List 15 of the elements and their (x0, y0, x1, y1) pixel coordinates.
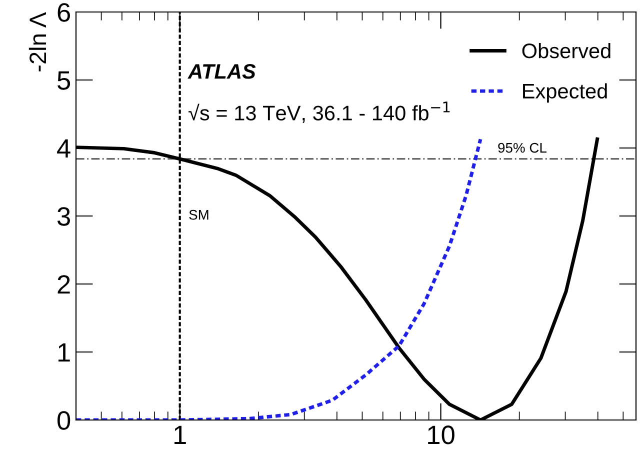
annotation: √s = 13 TeV, 36.1 - 140 fb$^{−1}$ (188, 102, 450, 123)
ref-line-label: SM (189, 210, 208, 220)
annotation: ATLAS (188, 64, 256, 79)
legend-label: Expected (523, 83, 607, 103)
y-tick-label: 6 (58, 3, 70, 22)
y-tick-label: 5 (58, 71, 70, 90)
y-tick-label: 4 (57, 139, 70, 158)
ref-line-label: 95% CL (498, 142, 546, 153)
legend-label: Observed (522, 42, 610, 58)
y-tick-label: 0 (57, 411, 70, 430)
y-tick-label: 1 (58, 343, 70, 362)
y-tick-label: 3 (57, 207, 70, 226)
y-axis-title: -2ln Λ (28, 12, 46, 72)
x-tick-label: 10 (428, 426, 454, 444)
y-tick-label: 2 (58, 275, 70, 294)
